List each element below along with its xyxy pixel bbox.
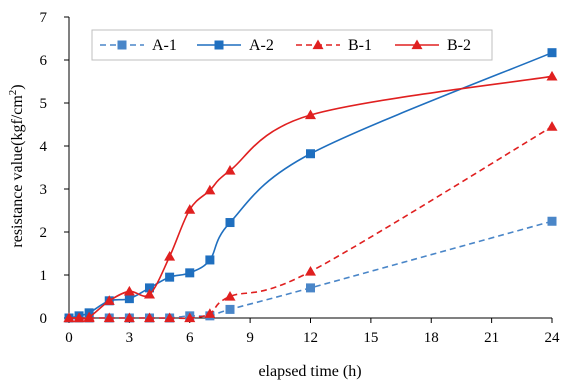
data-point-a-2 [145, 283, 154, 293]
x-tick-label: 9 [246, 330, 254, 346]
series-b-2 [63, 70, 558, 323]
data-point-a-1 [225, 304, 235, 314]
y-tick-label: 1 [40, 268, 48, 284]
legend-label-b-1: B-1 [348, 37, 372, 54]
y-tick-label: 7 [40, 10, 48, 26]
legend-item-b-2: B-2 [395, 37, 471, 54]
data-point-b-1 [184, 312, 196, 323]
series-line-a-2 [68, 51, 553, 319]
x-tick-label: 21 [484, 330, 499, 346]
y-tick-label: 5 [40, 96, 48, 112]
data-point-b-1 [103, 312, 115, 323]
y-tick-label: 2 [40, 225, 48, 241]
data-point-a-2 [185, 268, 195, 278]
series-a-2 [64, 48, 557, 323]
data-point-a-2 [165, 272, 175, 282]
x-tick-label: 15 [363, 330, 378, 346]
data-point-b-2 [546, 70, 558, 81]
legend-label-a-2: A-2 [249, 37, 274, 54]
legend-item-a-1: A-1 [100, 37, 177, 54]
series-layer [63, 48, 558, 323]
data-point-b-2 [73, 312, 85, 323]
data-point-b-2 [184, 204, 196, 214]
data-point-b-1 [305, 266, 316, 276]
y-tick-label: 6 [40, 53, 48, 69]
data-point-a-2 [225, 218, 235, 228]
legend: A-1 A-2 B-1 B-2 [91, 29, 493, 61]
data-point-a-1 [306, 283, 315, 293]
legend-marker-b-1 [312, 39, 324, 50]
y-axis-title-tail: ) [9, 84, 26, 89]
data-point-b-1 [204, 308, 216, 318]
x-tick-label: 12 [303, 330, 318, 346]
legend-label-a-1: A-1 [152, 37, 177, 54]
data-point-a-2 [124, 294, 134, 304]
data-point-a-1 [547, 216, 557, 226]
y-tick-label: 4 [40, 139, 48, 155]
data-point-a-2 [205, 255, 215, 265]
data-point-b-1 [123, 312, 135, 323]
x-tick-label: 24 [545, 330, 561, 346]
data-point-b-1 [224, 291, 236, 301]
data-point-b-2 [123, 285, 135, 296]
data-point-b-2 [164, 251, 176, 261]
data-point-a-2 [547, 48, 557, 58]
data-point-b-1 [144, 312, 155, 323]
legend-item-b-1: B-1 [296, 37, 372, 54]
y-tick-label: 0 [40, 311, 48, 327]
data-point-b-1 [164, 312, 176, 323]
x-tick-label: 3 [126, 330, 134, 346]
data-point-b-2 [144, 288, 155, 299]
y-axis-title-superscript: 2 [7, 90, 19, 96]
data-point-b-2 [204, 184, 216, 195]
data-point-b-2 [224, 165, 236, 175]
data-point-a-2 [306, 149, 315, 159]
legend-label-b-2: B-2 [447, 37, 471, 54]
data-point-b-2 [63, 312, 75, 323]
x-axis-title: elapsed time (h) [258, 363, 361, 380]
data-point-b-2 [305, 109, 316, 120]
data-point-b-1 [546, 121, 558, 131]
x-tick-label: 0 [65, 330, 73, 346]
data-point-b-2 [103, 295, 115, 305]
x-tick-label: 18 [424, 330, 439, 346]
legend-marker-a-1 [117, 40, 127, 50]
y-axis-title-main: resistance value(kgf/cm [9, 95, 26, 248]
y-tick-label: 3 [40, 182, 48, 198]
x-tick-label: 6 [186, 330, 194, 346]
y-axis-title: resistance value(kgf/cm2) [7, 84, 26, 247]
legend-marker-b-2 [411, 39, 423, 50]
data-point-b-2 [83, 311, 95, 322]
legend-item-a-2: A-2 [197, 37, 274, 54]
legend-marker-a-2 [214, 40, 224, 50]
